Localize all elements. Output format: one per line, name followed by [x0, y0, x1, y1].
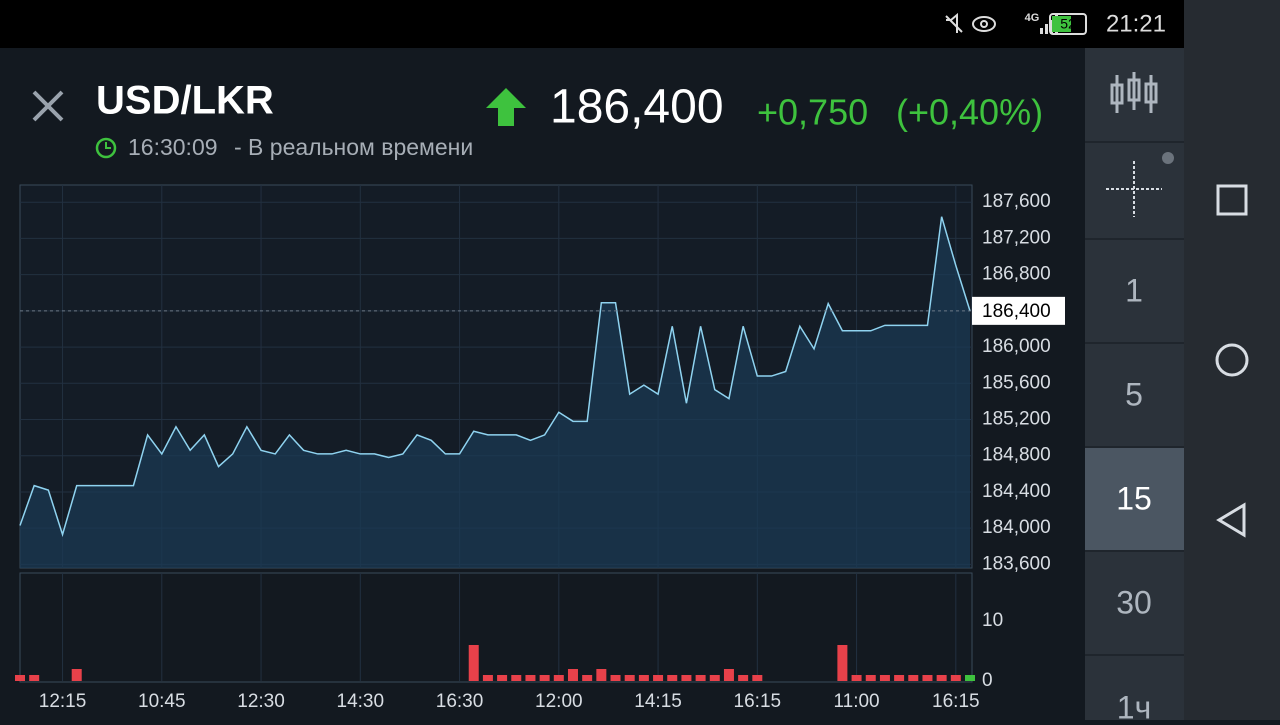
up-arrow	[486, 88, 526, 126]
volume-bar	[15, 675, 25, 681]
y-tick-label: 185,200	[982, 409, 1051, 430]
volume-bar	[29, 675, 40, 681]
x-tick-label: 12:00	[535, 691, 583, 712]
volume-bar	[950, 675, 961, 681]
volume-bar	[525, 675, 536, 681]
chart: 183,600 184,000 184,400 184,800 185,200 185,6…	[19, 185, 1065, 574]
battery-text: 52	[1060, 16, 1076, 32]
interval-button[interactable]: 1	[1125, 272, 1143, 308]
volume-bar	[596, 669, 607, 681]
volume-bar	[695, 675, 706, 681]
change-percent: (+0,40%)	[896, 92, 1043, 133]
candles-button[interactable]	[1110, 72, 1158, 113]
close-button[interactable]	[32, 90, 64, 122]
panel-gap	[20, 569, 980, 573]
clock-icon	[95, 137, 117, 159]
recents-button[interactable]	[1216, 184, 1248, 216]
crosshair-button[interactable]	[1106, 152, 1174, 217]
volume-bar	[851, 675, 862, 681]
x-tick-label: 14:15	[634, 691, 682, 712]
x-tick-label: 16:30	[436, 691, 484, 712]
x-tick-label: 12:30	[237, 691, 285, 712]
last-price-box	[972, 296, 1065, 325]
clock: 21:21	[1106, 10, 1166, 37]
symbol: USD/LKR	[96, 79, 274, 123]
volume-bar	[71, 669, 82, 681]
price: 186,400	[550, 81, 724, 134]
volume-bar	[667, 675, 678, 681]
nav-bar	[1184, 0, 1280, 720]
interval-button[interactable]: 5	[1125, 376, 1143, 412]
volume-bar	[624, 675, 635, 681]
status-icons	[945, 12, 996, 33]
y-tick-label: 10	[982, 610, 1003, 631]
last-price-label: 186,400	[982, 301, 1051, 322]
change: +0,750	[757, 92, 868, 133]
x-tick-label: 16:15	[932, 691, 980, 712]
volume-bar	[879, 675, 890, 681]
volume-bar	[709, 675, 720, 681]
back-button[interactable]	[1216, 502, 1246, 538]
y-tick-label: 184,800	[982, 445, 1051, 466]
home-button[interactable]	[1215, 343, 1249, 377]
selected-interval	[1085, 447, 1184, 550]
volume-bar	[482, 675, 493, 681]
y-tick-label: 187,200	[982, 227, 1051, 248]
volume-bar	[468, 645, 479, 681]
price-area	[20, 216, 970, 568]
volume-bar	[638, 675, 649, 681]
volume-bar	[539, 675, 550, 681]
volume-panel	[19, 572, 973, 683]
interval-button[interactable]: 30	[1116, 584, 1152, 620]
quote-mode: - В реальном времени	[234, 134, 473, 160]
network: 4G	[1025, 12, 1040, 24]
interval-button[interactable]: 1ч	[1117, 689, 1151, 725]
battery-level	[1052, 16, 1071, 32]
x-tick-label: 10:45	[138, 691, 186, 712]
x-tick-label: 11:00	[833, 691, 879, 712]
volume-bar	[723, 669, 734, 681]
volume-bar	[865, 675, 876, 681]
volume-chart: 0 10 12:15 10:45 12:30 14:30 16:30 12:00 14:15 16…	[15, 573, 1003, 712]
volume-bar	[837, 645, 848, 681]
volume-bar	[610, 675, 621, 681]
volume-bar	[653, 675, 664, 681]
volume-bar	[965, 675, 975, 681]
y-tick-label: 183,600	[982, 553, 1051, 574]
volume-bar	[567, 669, 578, 681]
y-tick-label: 0	[982, 670, 993, 691]
y-tick-label: 185,600	[982, 372, 1051, 393]
volume-bar	[511, 675, 522, 681]
volume-bar	[497, 675, 508, 681]
y-tick-label: 186,000	[982, 336, 1051, 357]
battery-icon	[1049, 13, 1087, 35]
y-tick-label: 186,800	[982, 264, 1051, 285]
y-tick-label: 184,400	[982, 481, 1051, 502]
volume-bar	[681, 675, 692, 681]
status-bar	[0, 0, 1184, 48]
volume-bar	[582, 675, 593, 681]
y-tick-label: 187,600	[982, 191, 1051, 212]
volume-bar	[553, 675, 564, 681]
volume-bar	[936, 675, 947, 681]
volume-bar	[894, 675, 905, 681]
volume-bar	[752, 675, 763, 681]
volume-bar	[908, 675, 919, 681]
volume-bar	[738, 675, 749, 681]
quote-time: 16:30:09	[128, 134, 218, 160]
interval-button[interactable]: 15	[1116, 480, 1152, 516]
x-tick-label: 14:30	[337, 691, 385, 712]
y-tick-label: 184,000	[982, 517, 1051, 538]
x-tick-label: 16:15	[734, 691, 782, 712]
separators	[1085, 342, 1184, 656]
volume-bar	[922, 675, 933, 681]
price-line	[19, 216, 971, 538]
x-tick-label: 12:15	[39, 691, 87, 712]
